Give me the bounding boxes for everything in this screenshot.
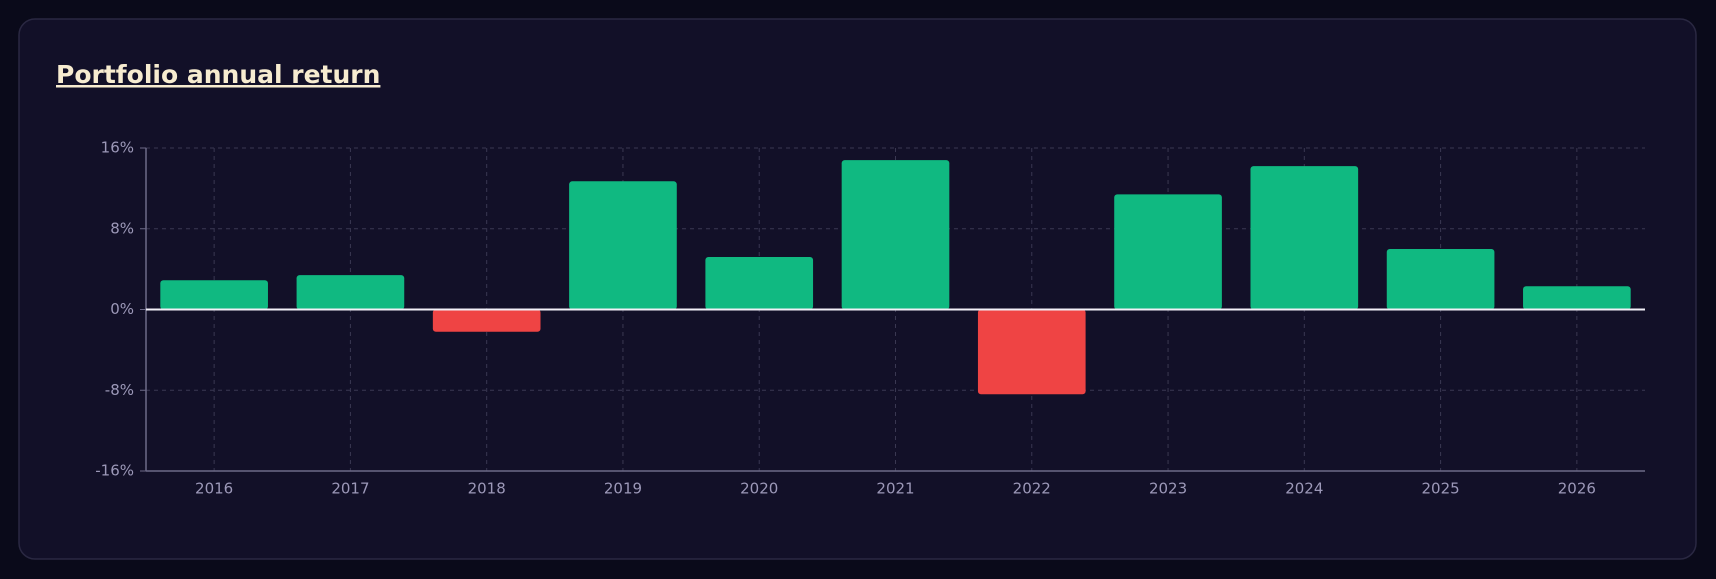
bar	[296, 275, 405, 310]
x-tick-label: 2024	[1285, 480, 1323, 498]
y-tick-label: -8%	[105, 381, 134, 399]
bar	[160, 280, 268, 310]
y-tick-label: -16%	[95, 462, 134, 480]
y-tick-label: 8%	[110, 219, 134, 237]
x-tick-label: 2019	[604, 480, 642, 498]
bar	[432, 309, 541, 332]
x-tick-label: 2018	[468, 480, 506, 498]
y-tick-label: 16%	[101, 139, 134, 157]
bar	[1114, 194, 1222, 310]
bar	[977, 309, 1086, 395]
bar	[1250, 166, 1359, 310]
bar	[1523, 286, 1631, 310]
x-tick-label: 2017	[331, 480, 369, 498]
bar	[705, 257, 814, 310]
x-tick-label: 2022	[1013, 480, 1051, 498]
x-tick-label: 2026	[1558, 480, 1596, 498]
chart-title: Portfolio annual return	[56, 60, 380, 89]
bar	[841, 160, 950, 310]
x-tick-label: 2023	[1149, 480, 1187, 498]
bar	[1386, 248, 1495, 310]
bar	[569, 181, 677, 310]
x-tick-label: 2021	[876, 480, 914, 498]
x-tick-label: 2016	[195, 480, 233, 498]
x-tick-label: 2020	[740, 480, 778, 498]
x-tick-label: 2025	[1421, 480, 1459, 498]
y-tick-label: 0%	[110, 300, 134, 318]
